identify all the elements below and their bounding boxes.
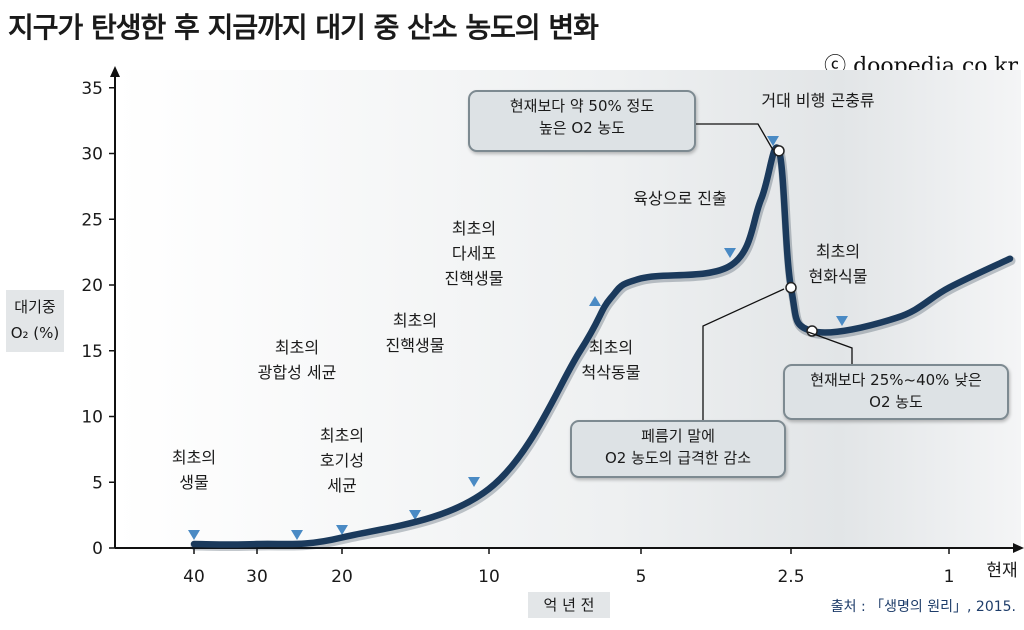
annotation-label-line: 최초의	[393, 311, 437, 330]
x-tick-label: 40	[183, 567, 205, 587]
y-tick-label: 20	[81, 276, 103, 296]
annotation-arrows	[188, 112, 848, 540]
y-axis-label: 대기중 O₂ (%)	[6, 290, 64, 352]
x-tick-label: 10	[478, 567, 500, 587]
annotation-label-line: 최초의	[816, 242, 860, 261]
annotation-label-line: 거대 비행 곤충류	[761, 91, 874, 110]
callout-line: 현재보다 약 50% 정도	[509, 97, 655, 115]
annotation-label-line: 최초의	[452, 219, 496, 238]
callout-line: 페름기 말에	[641, 427, 715, 445]
callout-leaders	[696, 123, 853, 420]
annotation-label-line: 육상으로 진출	[633, 189, 726, 208]
annotation-arrowhead	[291, 530, 303, 540]
y-axis-label-line1: 대기중	[14, 298, 56, 316]
y-axis-label-line2: O₂ (%)	[10, 324, 60, 342]
y-tick-label: 15	[81, 342, 103, 362]
curve-point-marker	[806, 325, 818, 337]
annotation-label-line: 생물	[179, 473, 208, 492]
annotation-label-line: 진핵생물	[386, 336, 445, 355]
curve-point-marker	[785, 281, 797, 294]
annotation-arrowhead	[836, 316, 848, 326]
annotation-arrowhead	[336, 525, 348, 535]
annotation-label-line: 척삭동물	[582, 363, 641, 382]
annotation-label-line: 다세포	[452, 244, 496, 263]
annotation-arrowhead	[409, 510, 421, 520]
annotation-label-line: 최초의	[320, 426, 364, 445]
annotation-arrowhead	[767, 136, 779, 146]
x-axis-label: 억 년 전	[528, 592, 610, 618]
x-tick-label: 5	[636, 567, 647, 587]
annotation-label-line: 최초의	[172, 448, 216, 467]
x-tick-label: 현재	[986, 561, 1017, 581]
callout-low-oxygen: 현재보다 25%~40% 낮은 O2 농도	[783, 364, 1009, 420]
annotation-label: 거대 비행 곤충류	[761, 91, 874, 110]
annotation-label-line: 세균	[327, 476, 356, 495]
chart-title: 지구가 탄생한 후 지금까지 대기 중 산소 농도의 변화	[8, 11, 599, 44]
x-axis-arrowhead	[1013, 543, 1024, 553]
callout-leader-line	[807, 331, 853, 364]
source-text: 출처 : 「생명의 원리」, 2015.	[830, 599, 1016, 615]
curve-point-marker	[773, 145, 785, 157]
callout-high-oxygen: 현재보다 약 50% 정도 높은 O2 농도	[468, 90, 696, 152]
y-axis-arrowhead	[110, 66, 120, 77]
y-tick-label: 5	[92, 473, 103, 493]
x-tick-label: 2.5	[777, 567, 804, 587]
annotation-label-line: 광합성 세균	[258, 363, 337, 382]
annotation-arrowhead	[188, 530, 200, 540]
oxygen-curve-group	[190, 144, 1016, 552]
tick-labels: 0 5 10 15 20 25 30 35 40 30 20 10 5 2.5 1 현재	[81, 79, 1017, 587]
y-tick-label: 35	[81, 79, 103, 99]
x-tick-label: 20	[331, 567, 353, 587]
callout-line: O2 농도의 급격한 감소	[604, 449, 752, 467]
callout-permian-drop: 페름기 말에 O2 농도의 급격한 감소	[570, 420, 786, 478]
callout-line: 높은 O2 농도	[538, 119, 626, 137]
callout-line: O2 농도	[869, 393, 923, 411]
annotation-arrowhead	[724, 248, 736, 258]
annotation-arrowhead	[589, 296, 601, 306]
annotation-label-line: 최초의	[589, 338, 633, 357]
x-tick-label: 30	[246, 567, 268, 587]
callout-leader-line	[702, 288, 785, 420]
axes	[110, 66, 1024, 553]
y-tick-label: 30	[81, 145, 103, 165]
annotation-label-line: 현화식물	[809, 267, 868, 286]
x-tick-label: 1	[944, 567, 955, 587]
y-tick-label: 25	[81, 210, 103, 230]
annotation-label-line: 최초의	[275, 338, 319, 357]
annotation-label-line: 호기성	[320, 451, 364, 470]
annotation-label: 육상으로 진출	[633, 189, 726, 208]
callout-line: 현재보다 25%~40% 낮은	[810, 371, 982, 389]
annotation-label-line: 진핵생물	[445, 269, 504, 288]
annotation-arrowhead	[468, 477, 480, 487]
oxygen-curve	[190, 144, 1014, 548]
y-tick-label: 10	[81, 408, 103, 428]
callout-leader-line	[696, 123, 774, 151]
y-tick-label: 0	[92, 539, 103, 559]
